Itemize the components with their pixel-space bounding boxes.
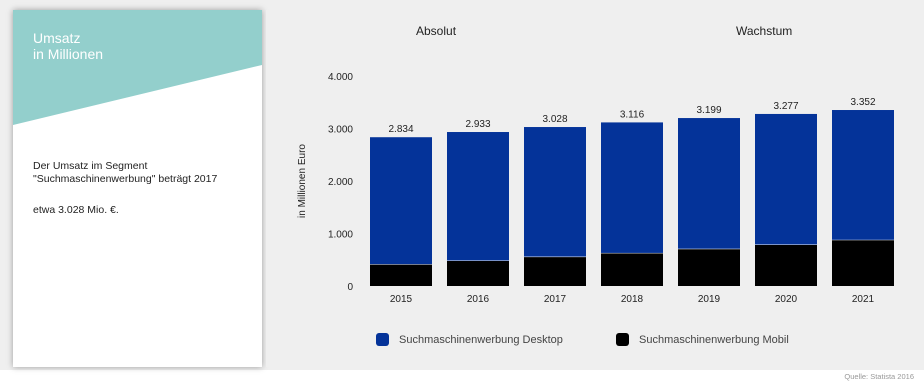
legend-label-desktop: Suchmaschinenwerbung Desktop (399, 333, 563, 346)
header-shape (13, 10, 262, 125)
total-value-label: 3.116 (620, 109, 645, 120)
legend-swatch-desktop (376, 333, 389, 346)
legend-swatch-mobil (616, 333, 629, 346)
x-tick-label: 2016 (467, 294, 490, 305)
info-card: Umsatz in Millionen Der Umsatz im Segmen… (13, 10, 262, 367)
legend-label-mobil: Suchmaschinenwerbung Mobil (639, 333, 789, 346)
bar-segment-mobil (678, 248, 740, 286)
bar-segment-desktop (678, 118, 740, 249)
chart-panel: Absolut Wachstum 0 1.000 2.000 3.000 4.000 in… (266, 10, 916, 367)
bar-segment-mobil (601, 252, 663, 286)
bar-segment-desktop (755, 113, 817, 245)
bar-segment-mobil (755, 244, 817, 286)
legend-item-desktop[interactable]: Suchmaschinenwerbung Desktop (376, 333, 563, 346)
bar-segment-desktop (832, 110, 894, 240)
bar-segment-desktop (447, 132, 509, 261)
total-value-label: 3.199 (696, 105, 721, 116)
total-value-label: 2.933 (465, 119, 490, 130)
card-title-line2: in Millionen (33, 46, 104, 62)
x-tick-label: 2019 (698, 294, 721, 305)
card-header: Umsatz in Millionen (13, 10, 262, 135)
x-tick-label: 2015 (390, 294, 413, 305)
bar-segment-desktop (524, 127, 586, 257)
total-value-label: 2.834 (388, 124, 413, 135)
total-value-label: 3.277 (773, 101, 798, 112)
y-tick-label: 1.000 (328, 230, 353, 241)
x-tick-label: 2017 (544, 294, 567, 305)
x-tick-label: 2021 (852, 294, 875, 305)
bar-segment-desktop (370, 137, 432, 265)
x-tick-label: 2018 (621, 294, 644, 305)
y-tick-label: 0 (347, 282, 353, 293)
x-tick-label: 2020 (775, 294, 798, 305)
bar-segment-mobil (524, 256, 586, 286)
tab-wachstum[interactable]: Wachstum (736, 24, 793, 38)
total-value-label: 3.352 (850, 97, 875, 108)
card-text-line1: Der Umsatz im Segment "Suchmaschinenwerb… (33, 160, 218, 185)
legend-item-mobil[interactable]: Suchmaschinenwerbung Mobil (616, 333, 789, 346)
y-tick-label: 3.000 (328, 125, 353, 136)
bar-chart: 0 1.000 2.000 3.000 4.000 in Millionen Euro 2.… (297, 72, 894, 305)
y-tick-label: 4.000 (328, 72, 353, 83)
total-value-label: 3.028 (542, 114, 567, 125)
bar-segment-mobil (832, 239, 894, 286)
card-title-line1: Umsatz (33, 30, 81, 46)
y-tick-label: 2.000 (328, 177, 353, 188)
card-text-line2: etwa 3.028 Mio. €. (33, 204, 119, 216)
card-body: Der Umsatz im Segment "Suchmaschinenwerb… (33, 160, 248, 235)
card-title: Umsatz in Millionen (33, 30, 103, 62)
bar-segment-mobil (447, 260, 509, 286)
source-note: Quelle: Statista 2016 (844, 372, 914, 381)
bar-segment-desktop (601, 122, 663, 253)
y-axis-label: in Millionen Euro (297, 144, 308, 218)
bar-segment-mobil (370, 264, 432, 286)
tab-absolut[interactable]: Absolut (416, 24, 457, 38)
